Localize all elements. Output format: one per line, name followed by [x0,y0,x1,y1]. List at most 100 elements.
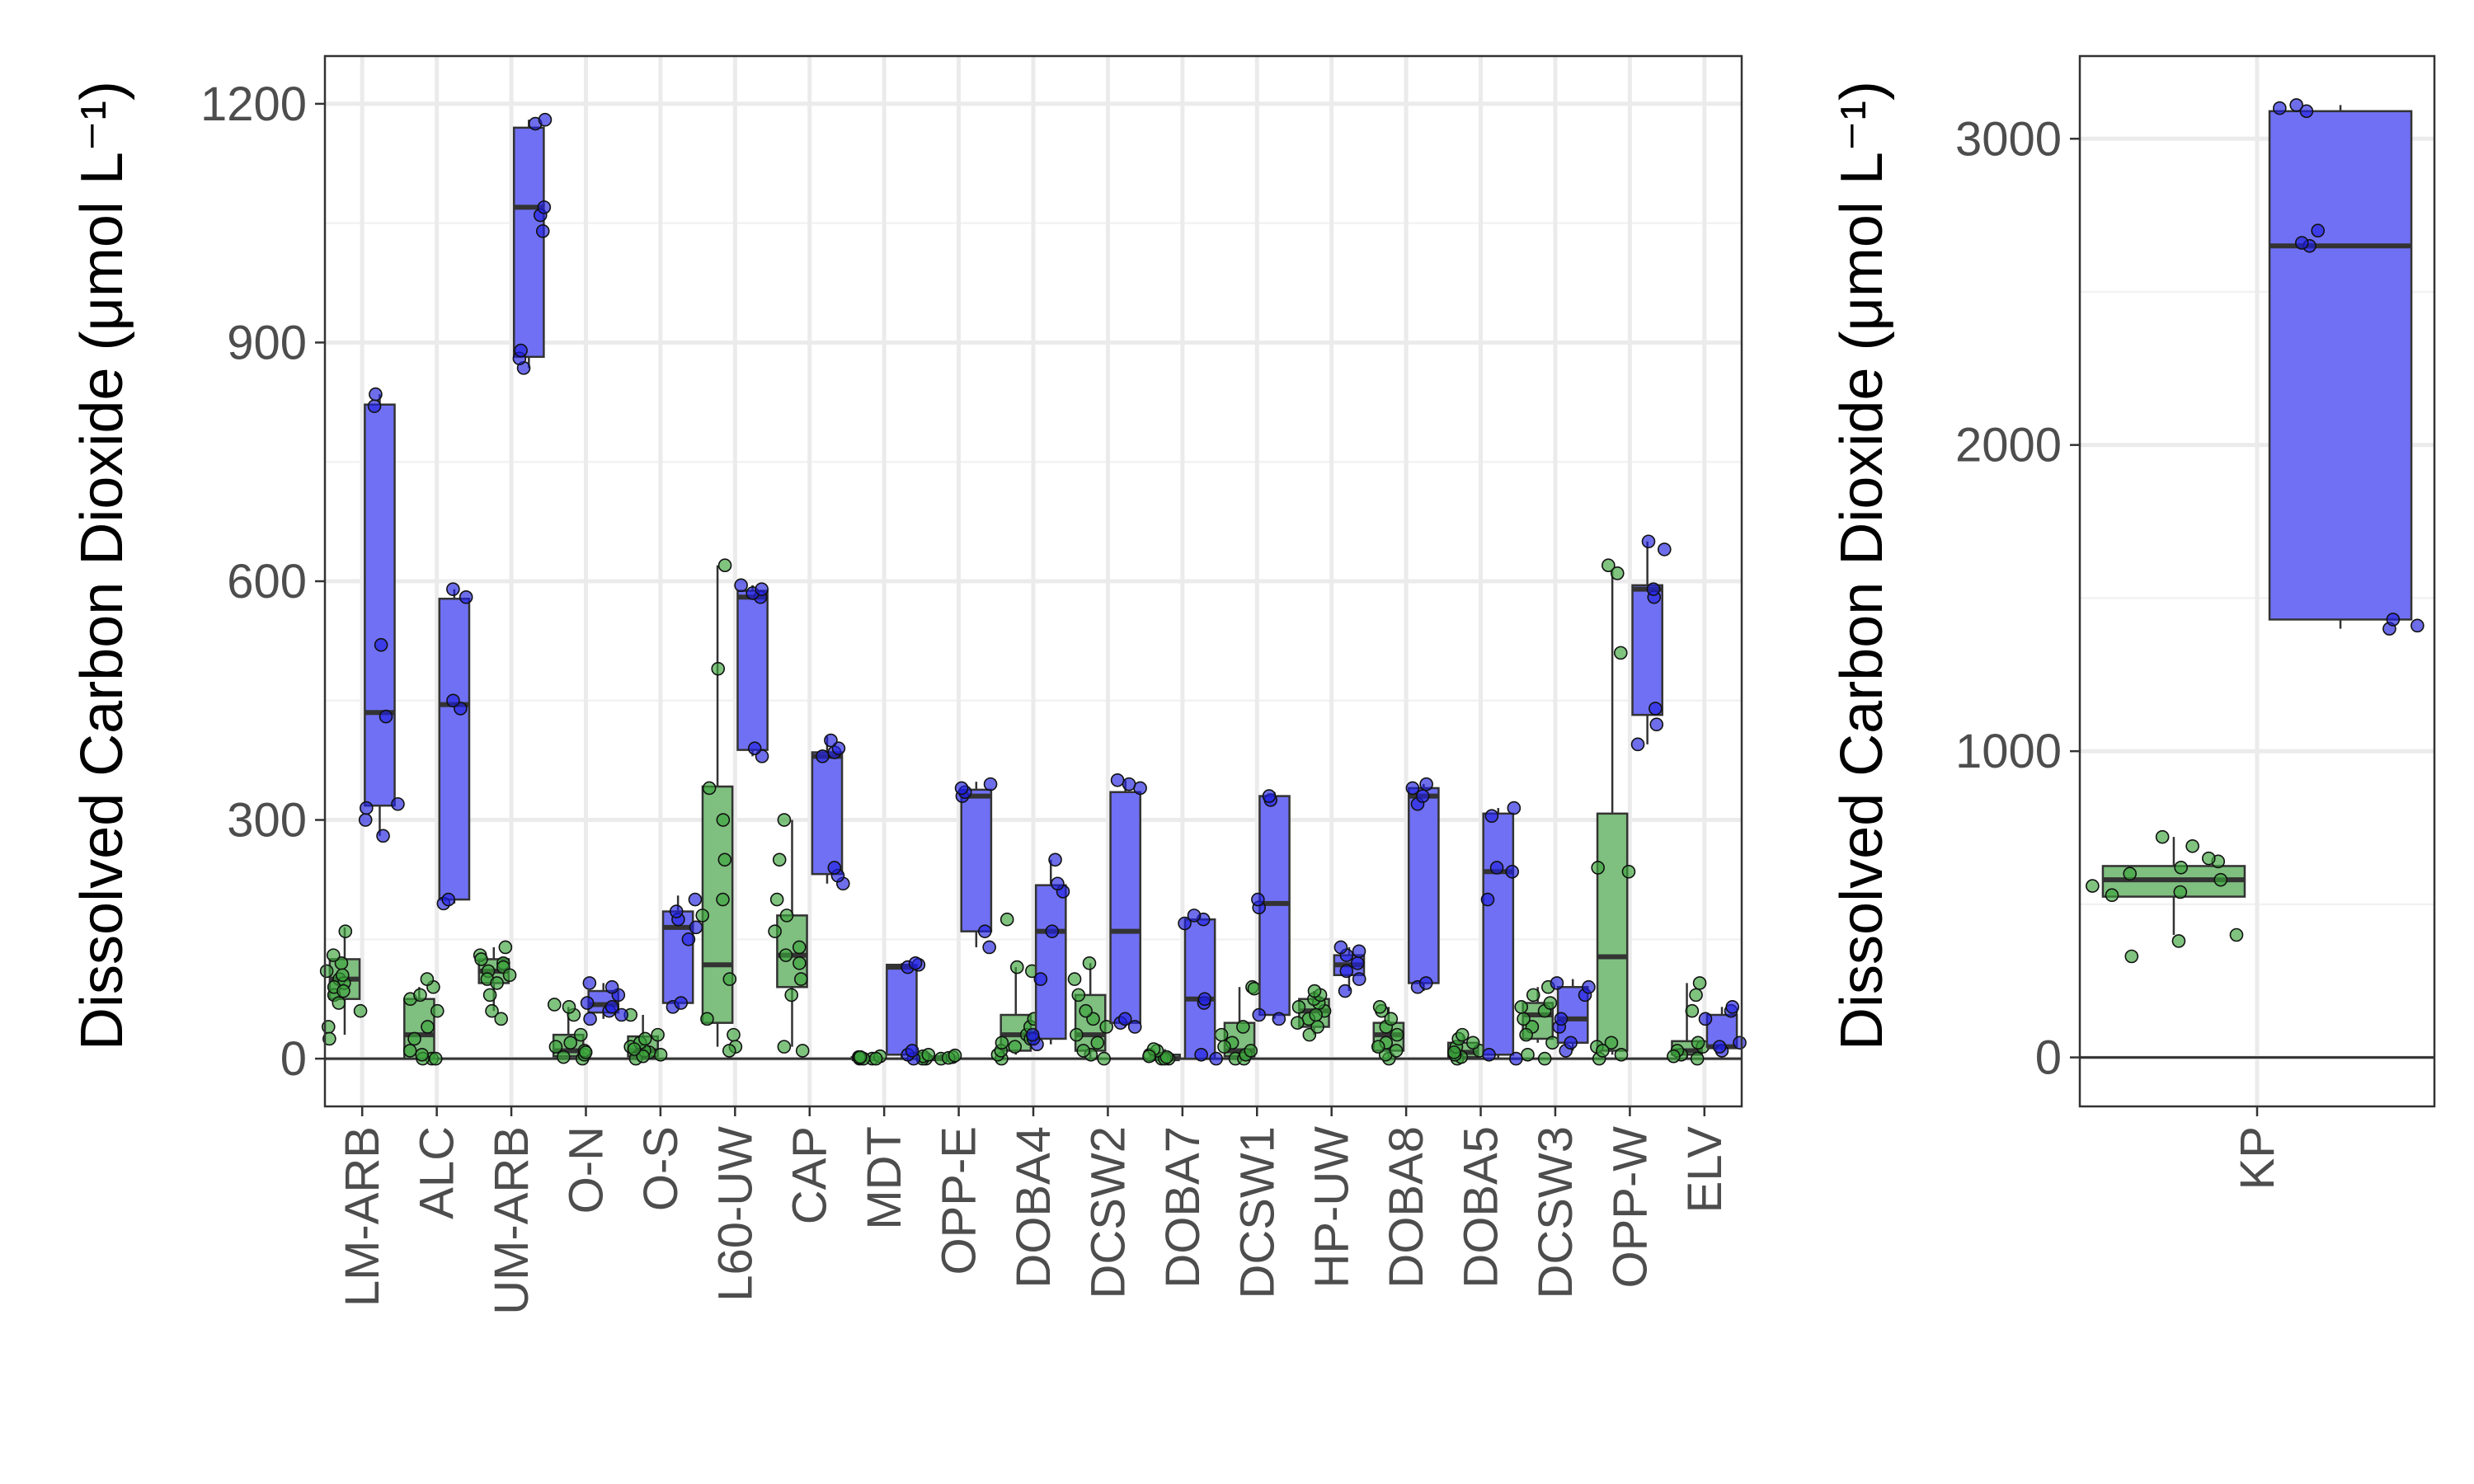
left-point-water-lm-arb [369,387,383,402]
left-point-land-doba5 [1465,1036,1480,1050]
left-box-water-lm-arb [364,403,396,807]
left-point-land-doba8 [1389,1044,1404,1058]
left-point-land-opp-w [1613,646,1628,660]
left-point-land-dcsw2 [1097,1051,1112,1066]
left-box-water-doba8 [1408,787,1440,984]
left-point-water-doba5 [1489,861,1504,875]
left-point-land-dcsw3 [1526,988,1540,1003]
left-point-land-l60-uw [695,909,710,923]
right-point-water-kp [2273,101,2287,115]
right-point-water-kp [2294,236,2309,250]
right-point-land-kp [2174,860,2188,875]
left-point-land-mdt [868,1051,883,1066]
left-y-tick-label: 300 [227,794,307,848]
left-point-land-um-arb [498,940,513,955]
left-point-land-alc [428,1051,443,1066]
left-point-land-l60-uw [727,1027,741,1042]
left-point-land-mdt [854,1050,868,1064]
left-point-land-opp-e [948,1048,962,1063]
left-x-tick-label-lm-arb: LM-ARB [336,1126,389,1307]
left-point-water-doba4 [1051,876,1065,891]
left-point-water-alc [459,590,473,604]
left-point-land-elv [1691,1036,1705,1050]
right-point-water-kp [2311,223,2326,238]
left-point-land-opp-w [1596,1044,1610,1058]
left-point-water-o-n [582,976,597,990]
left-point-land-opp-w [1610,566,1625,580]
left-point-water-um-arb [537,200,552,214]
left-point-land-l60-uw [702,781,717,796]
left-box-water-um-arb [512,126,545,359]
right-point-land-kp [2202,851,2216,866]
left-box-water-doba7 [1183,918,1216,1060]
left-point-land-dcsw2 [1090,1036,1105,1050]
left-point-water-o-s [669,904,684,918]
left-point-water-dcsw2 [1127,1020,1142,1034]
left-point-land-opp-w [1621,864,1636,879]
left-point-water-dcsw2 [1122,777,1136,791]
left-panel: 0 300 600 900 1200 LM-ARB ALC UM-ARB O-N O-S L60-U… [200,54,1747,1315]
left-box-water-doba5 [1482,812,1515,1056]
left-point-land-o-s [651,1027,665,1042]
right-point-land-kp [2213,872,2228,887]
left-point-water-cap [824,733,838,748]
left-point-land-um-arb [485,1003,499,1018]
left-x-tick-label-dcsw1: DCSW1 [1230,1126,1284,1298]
left-point-water-lm-arb [391,796,405,811]
left-point-land-cap [792,940,807,955]
left-point-land-lm-arb [336,968,350,983]
left-point-land-dcsw1 [1217,1040,1231,1054]
left-point-land-dcsw1 [1236,1020,1250,1034]
left-point-land-opp-w [1602,558,1616,572]
left-point-water-dcsw3 [1554,1012,1569,1026]
right-point-land-kp [2155,829,2170,844]
right-panel: 0 1000 2000 3000 KP [1955,54,2436,1190]
left-point-water-doba8 [1405,781,1420,796]
left-point-land-doba8 [1390,1027,1404,1042]
left-point-land-alc [420,972,435,986]
left-point-land-doba8 [1372,1000,1387,1014]
left-point-land-lm-arb [336,984,350,998]
right-point-water-kp [2299,104,2314,119]
left-x-tick-label-doba5: DOBA5 [1455,1126,1508,1289]
left-point-water-o-n [580,996,595,1010]
left-point-water-doba5 [1509,1051,1523,1066]
left-y-tick-label: 900 [227,316,307,369]
left-point-water-um-arb [514,343,528,358]
left-point-land-l60-uw [716,813,731,827]
left-x-tick-label-doba4: DOBA4 [1007,1126,1061,1289]
left-point-land-l60-uw [717,852,732,867]
left-point-land-dcsw2 [1079,1003,1093,1018]
left-point-water-lm-arb [376,829,390,843]
left-point-land-lm-arb [338,924,353,938]
left-point-water-dcsw2 [1110,773,1125,787]
left-point-land-cap [795,1044,810,1058]
left-point-water-hp-uw [1339,964,1354,979]
left-point-land-dcsw3 [1519,1027,1533,1042]
left-point-land-dcsw1 [1244,1044,1258,1058]
left-point-land-hp-uw [1307,984,1322,998]
left-point-water-opp-w [1649,702,1663,716]
left-point-water-dcsw1 [1251,892,1265,907]
right-y-tick-label: 0 [2035,1031,2062,1085]
left-box-water-alc [438,597,471,901]
left-point-water-doba5 [1480,892,1495,907]
left-point-land-dcsw2 [1067,972,1082,986]
right-point-land-kp [2123,866,2138,881]
left-point-water-mdt [905,1044,920,1058]
left-x-tick-label-um-arb: UM-ARB [485,1126,539,1315]
left-point-water-elv [1733,1036,1747,1050]
left-point-land-cap [769,892,784,907]
left-point-land-alc [430,1003,444,1018]
right-point-water-kp [2289,98,2303,112]
left-x-tick-label-dcsw2: DCSW2 [1081,1126,1135,1298]
left-x-tick-label-opp-w: OPP-W [1603,1126,1657,1289]
left-point-land-cap [793,956,807,970]
right-y-tick-label: 1000 [1955,725,2062,778]
right-y-tick-label: 3000 [1955,112,2062,166]
left-point-land-opp-w [1614,1047,1629,1062]
left-point-water-opp-w [1649,717,1664,732]
left-point-water-dcsw1 [1262,789,1277,803]
right-point-land-kp [2173,885,2188,899]
left-point-land-l60-uw [711,661,726,676]
